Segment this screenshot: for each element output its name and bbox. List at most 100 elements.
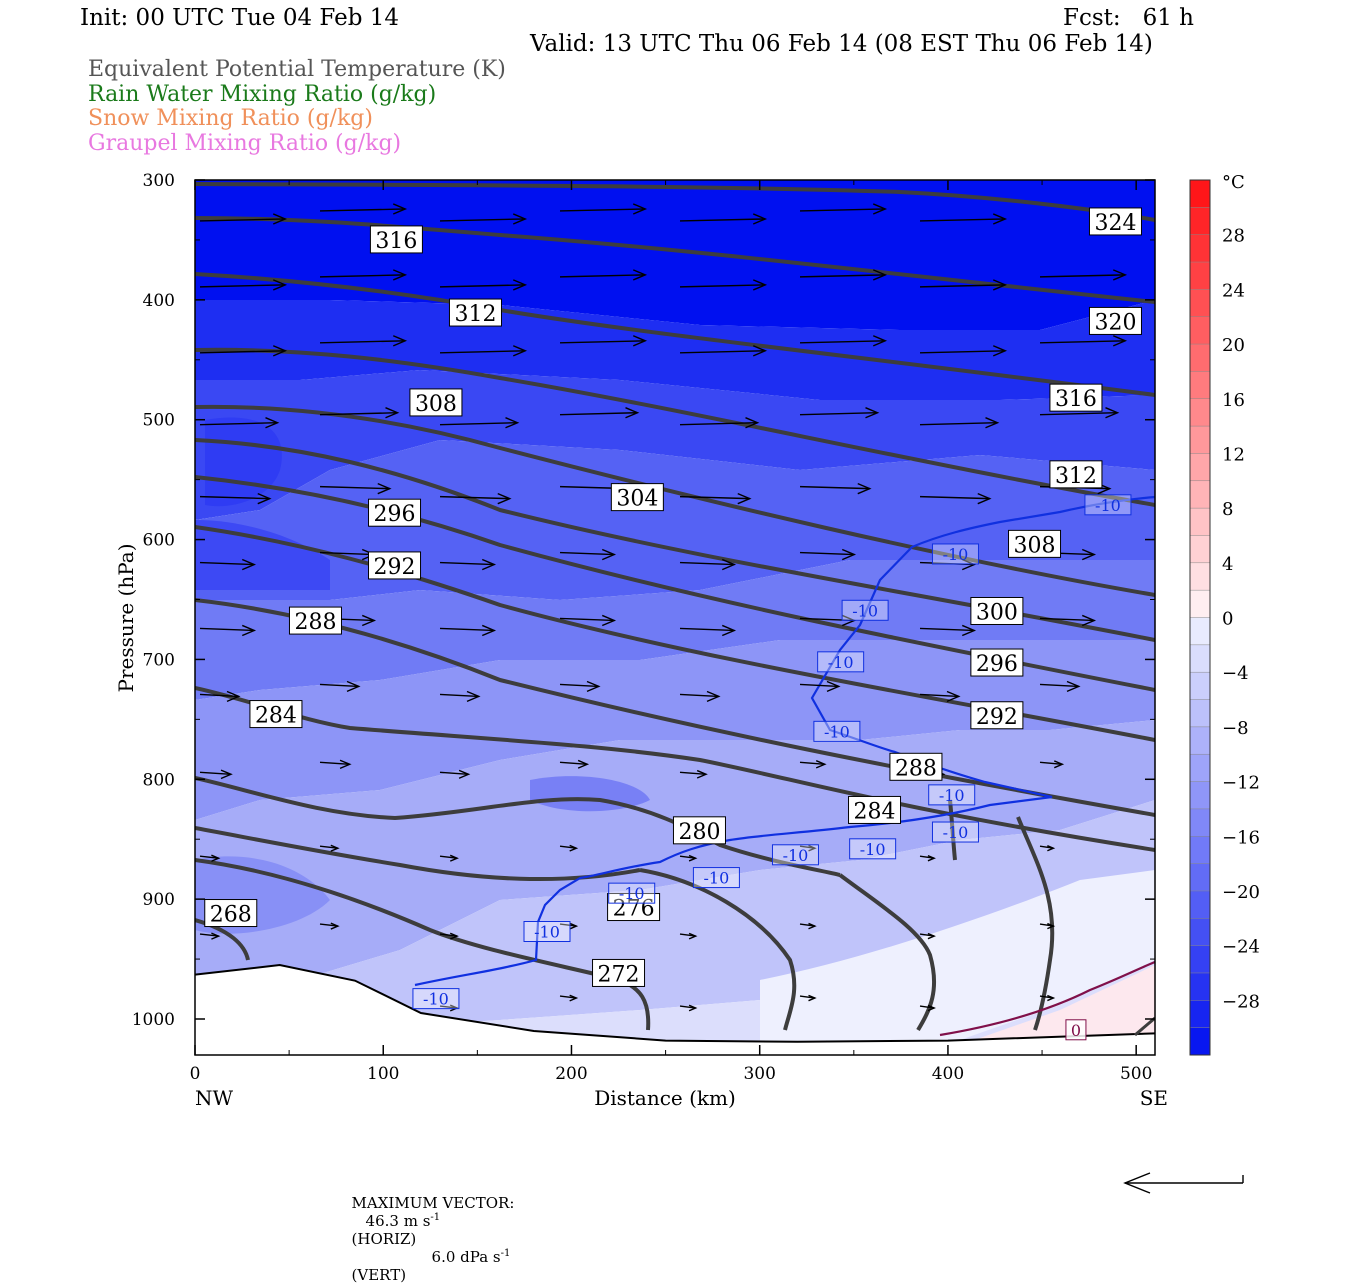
wind-vector-shaft [679,933,696,937]
x-tick-label: 400 [932,1064,964,1084]
wind-vector-shaft [199,218,286,222]
isotherm-line [414,495,1155,987]
wind-vector-shaft [799,208,886,212]
wind-vector-head [392,335,408,347]
wind-vector-shaft [559,923,577,927]
wind-vector-head [1047,922,1056,930]
wind-vector-shaft [319,412,398,416]
wind-vector-shaft [319,208,406,212]
theta-e-label-box [368,498,422,527]
theta-e-contour [195,347,1155,507]
max-vector-info: MAXIMUM VECTOR: 46.3 m s-1 (HORIZ) 6.0 d… [342,1176,515,1284]
colorbar-frame [1189,179,1211,1056]
wind-vector-shaft [199,561,255,566]
wind-vector-head [977,492,992,505]
theta-e-label-box [672,816,726,845]
wind-vector-head [1105,407,1120,419]
wind-vector-shaft [319,761,350,765]
wind-vector-shaft [439,561,495,566]
colorbar-swatch [1190,590,1210,618]
colorbar-swatch [1190,918,1210,947]
init-time: Init: 00 UTC Tue 04 Feb 14 [80,5,400,31]
theta-e-label-box [889,752,943,781]
wind-vector-head [505,417,520,429]
isotherm-label-box [813,720,861,742]
wind-vector-shaft [439,495,510,500]
isotherm-label-box [849,838,897,860]
isotherm-label: -10 [828,653,854,672]
colorbar-tick-label: −20 [1222,882,1260,903]
wind-vector-shaft [559,208,646,212]
wind-vector-head [586,680,601,692]
colorbar-swatch [1190,316,1210,345]
isotherm-label-box [841,599,889,621]
wind-vector-shaft [439,422,518,426]
wind-vector-head [985,417,1000,429]
theta-e-label: 312 [454,302,496,327]
colorbar-swatch [1190,344,1210,372]
wind-vector-shaft [319,845,338,849]
wind-vector-shaft [799,683,839,688]
colorbar-tick-label: −16 [1222,827,1260,848]
theta-e-label-box [1049,383,1103,412]
wind-vector-head [992,345,1008,357]
theta-e-label: 276 [613,897,655,922]
theta-e-label-box [848,795,902,824]
colorbar-tick-label: 4 [1222,554,1233,575]
x-tick-label: 100 [367,1064,399,1084]
colorbar-swatch [1190,945,1210,974]
wind-vector-head [601,614,617,627]
wind-vector-shaft [319,683,359,688]
wind-vector-shaft [679,422,758,426]
theta-e-label: 324 [1094,211,1136,236]
y-axis: 300 400 500 600 700 800 900 1000 Pressure (hPa) [114,171,1155,1030]
wind-vector-shaft [199,855,219,859]
theta-e-labels: 316 312 308 304 296 292 288 284 280 276 272 268 324 3… [204,207,1142,987]
wind-vector-shaft [1039,683,1079,688]
theta-e-label-box [592,958,646,987]
colorbar-swatch [1190,480,1210,509]
wind-vector-shaft [439,627,495,632]
wind-vector-head [272,279,288,291]
wind-vector-head [857,482,872,495]
wind-vector-shaft [559,412,638,416]
wind-vector-shaft [679,771,707,775]
wind-vector-head [361,614,377,627]
x-axis-left-end-label: NW [195,1086,234,1110]
theta-e-label-box [970,648,1024,677]
wind-vector-shaft [679,350,766,354]
wind-vector-shaft [199,771,232,775]
wind-vector-head [1054,760,1065,769]
wind-vector-shaft [679,561,735,566]
colorbar-tick-label: 0 [1222,609,1233,630]
theta-e-label: 304 [616,487,658,512]
colorbar-tick-label: −4 [1222,663,1249,684]
colorbar-swatch [1190,371,1210,400]
vert-vector-value: 6.0 dPa s [431,1248,501,1266]
wind-vector-head [961,624,977,637]
wind-vector-head [992,279,1008,291]
x-tick-label: 0 [190,1064,201,1084]
x-tick-label: 300 [743,1064,775,1084]
theta-e-contour [1134,1016,1155,1037]
isotherm-label-box [608,882,656,904]
isotherm-label: -10 [860,840,886,859]
colorbar-swatch [1190,863,1210,892]
wind-vector-shaft [1039,617,1095,622]
y-axis-label: Pressure (hPa) [114,544,138,693]
wind-vector-head [339,759,352,770]
wind-vector-head [1066,680,1081,692]
wind-vector-shaft [319,551,375,556]
wind-vector-shaft [919,693,959,698]
cross-section-chart: 3163123083042962922882842802762722683243… [114,171,1260,1194]
wind-vector-shaft [559,551,615,556]
y-tick-label: 800 [143,770,175,790]
wind-vector-head [688,854,698,862]
theta-e-label: 280 [678,820,720,845]
isotherm-minus-10 [414,495,1155,1037]
wind-vector-head [257,492,272,505]
legend-rain-water: Rain Water Mixing Ratio (g/kg) [88,82,437,107]
y-tick-label: 400 [143,291,175,311]
wind-vector-head [632,335,648,347]
theta-e-contour [838,873,937,1032]
